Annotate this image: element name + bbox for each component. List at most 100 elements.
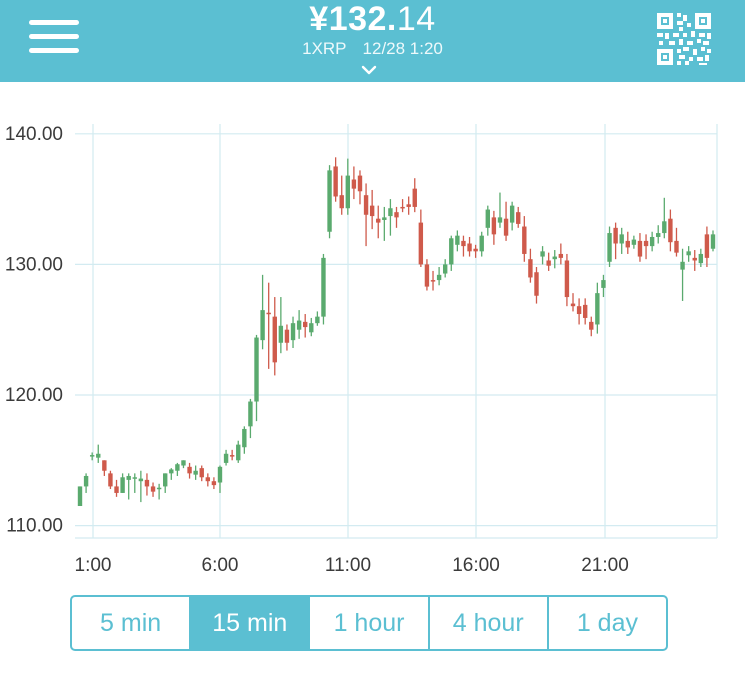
candle-body <box>582 304 588 318</box>
candle <box>369 189 375 230</box>
candle <box>497 192 503 228</box>
candle <box>278 297 284 354</box>
candle-body <box>229 455 235 457</box>
candle-body <box>692 257 697 261</box>
candle <box>296 310 302 339</box>
candle <box>199 465 204 482</box>
candle-body <box>138 478 144 482</box>
menu-line <box>29 48 79 53</box>
candle-body <box>260 310 265 341</box>
candle-body <box>607 233 612 262</box>
candle <box>528 248 533 283</box>
candle <box>570 293 576 312</box>
candle <box>333 157 338 202</box>
candle <box>126 473 131 500</box>
candle <box>108 470 113 490</box>
candle-body <box>698 253 704 264</box>
candle <box>388 199 393 236</box>
candle <box>150 482 156 497</box>
candle-body <box>290 323 296 341</box>
candle <box>376 205 381 239</box>
candle <box>674 227 679 257</box>
candle <box>601 274 606 298</box>
candle-body <box>357 175 363 192</box>
candle-body <box>369 205 375 217</box>
candle <box>163 473 168 493</box>
candle-body <box>102 460 107 471</box>
candle <box>406 196 411 215</box>
candle <box>187 462 192 479</box>
candle <box>455 230 460 252</box>
candle-body <box>473 248 478 252</box>
candle-body <box>649 236 655 247</box>
candle-body <box>89 455 95 457</box>
candle-body <box>656 233 661 237</box>
tab-4-hour[interactable]: 4 hour <box>427 597 547 649</box>
candle-body <box>625 240 630 248</box>
candle <box>643 234 649 260</box>
candle-body <box>576 306 582 315</box>
x-tick-label: 11:00 <box>325 555 371 576</box>
candle <box>485 205 490 236</box>
candle <box>205 473 211 487</box>
candle-body <box>254 337 259 402</box>
candle <box>424 259 430 291</box>
price-subtitle: 1XRP 12/28 1:20 <box>0 39 745 59</box>
candle-body <box>327 170 332 232</box>
candle-body <box>424 264 430 287</box>
candle <box>607 226 612 268</box>
candle <box>357 170 363 205</box>
candle-body <box>339 195 344 209</box>
candle <box>668 209 673 252</box>
tab-1-hour[interactable]: 1 hour <box>308 597 427 649</box>
candle <box>303 314 308 338</box>
candle <box>193 465 198 480</box>
candle <box>211 477 217 490</box>
candle-body <box>363 195 369 215</box>
qr-code-icon[interactable] <box>657 13 711 65</box>
candle <box>595 282 600 334</box>
candle-body <box>710 234 716 249</box>
candle <box>138 470 144 503</box>
candle <box>309 317 314 337</box>
candle-body <box>217 466 223 483</box>
hamburger-menu-icon[interactable] <box>29 18 79 56</box>
price-datetime: 12/28 1:20 <box>362 39 443 58</box>
chevron-down-icon[interactable] <box>361 64 377 76</box>
candle-body <box>278 325 284 343</box>
candle-body <box>418 222 424 265</box>
candle-body <box>83 475 89 487</box>
candle <box>516 206 521 228</box>
candle <box>266 282 271 369</box>
tab-15-min[interactable]: 15 min <box>189 597 309 649</box>
candle <box>522 216 527 262</box>
tab-5-min[interactable]: 5 min <box>100 608 162 637</box>
price-block: ¥132.14 1XRP 12/28 1:20 <box>0 0 745 59</box>
candle-body <box>114 486 119 493</box>
candle-body <box>461 240 466 247</box>
candle <box>637 233 643 262</box>
candle-body <box>601 280 606 288</box>
tab-1-day[interactable]: 1 day <box>546 597 666 649</box>
candle-body <box>400 206 405 209</box>
candle <box>102 460 107 476</box>
candle <box>461 235 466 257</box>
chart-grid <box>75 124 718 539</box>
x-tick-label: 1:00 <box>75 555 112 576</box>
candle <box>680 248 685 301</box>
candle-body <box>248 401 253 427</box>
candle <box>260 274 265 350</box>
candle <box>710 230 716 252</box>
candle-body <box>522 226 527 254</box>
candle <box>662 197 667 239</box>
candle <box>430 270 436 291</box>
candle-series <box>77 157 716 507</box>
candle <box>698 248 704 268</box>
x-tick-label: 21:00 <box>581 555 629 576</box>
candle-body <box>333 166 338 197</box>
candle-body <box>442 264 448 274</box>
candle-body <box>662 221 667 234</box>
x-tick-label: 6:00 <box>202 555 239 576</box>
y-tick-label: 110.00 <box>6 516 63 537</box>
y-axis-labels: 140.00 130.00 120.00 110.00 <box>5 124 63 537</box>
